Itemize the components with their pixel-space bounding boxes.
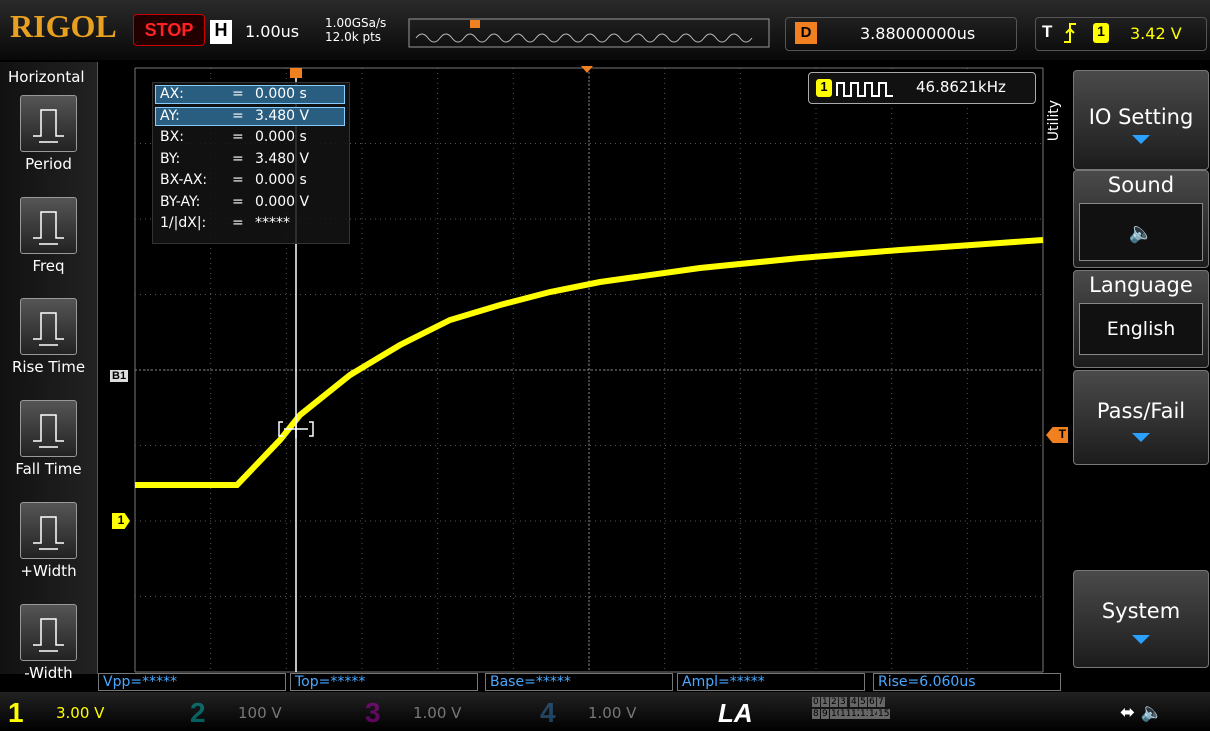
counter-frequency: 46.8621kHz xyxy=(916,78,1006,96)
usb-sound-icons: ⬌ 🔈 xyxy=(1120,702,1163,723)
menu-item-label[interactable]: Freq xyxy=(0,257,97,275)
sound-icon: 🔈 xyxy=(1079,203,1203,261)
menu-item-label[interactable]: Rise Time xyxy=(0,358,97,376)
trigger-position-marker xyxy=(581,66,593,73)
cursor-row-value: 0.000 s xyxy=(255,172,307,188)
cursor-row-value: 0.000 V xyxy=(255,194,309,210)
io-setting-label: IO Setting xyxy=(1074,105,1208,129)
pass-fail-button[interactable]: Pass/Fail xyxy=(1073,370,1209,465)
cursor-row-value: ***** xyxy=(255,215,290,231)
la-label[interactable]: LA xyxy=(718,698,753,729)
channel-number[interactable]: 3 xyxy=(365,697,381,729)
measurement: Base=***** xyxy=(485,673,673,691)
counter-pulse-icon xyxy=(836,80,898,98)
menu-item-label[interactable]: -Width xyxy=(0,664,97,682)
measurement: Rise=6.060us xyxy=(873,673,1061,691)
cursor-row-equals: = xyxy=(232,151,244,167)
cursor-row-equals: = xyxy=(232,194,244,210)
io-setting-button[interactable]: IO Setting xyxy=(1073,70,1209,170)
channel-scale[interactable]: 100 V xyxy=(238,704,282,722)
la-bit: 0 xyxy=(812,697,820,707)
menu-icon[interactable] xyxy=(20,604,77,661)
pass-fail-label: Pass/Fail xyxy=(1074,399,1208,423)
cursor-row-label: AX: xyxy=(160,86,184,102)
brand: RIGOL xyxy=(10,8,117,45)
sample-rate: 1.00GSa/s xyxy=(325,16,386,30)
timebase: 1.00us xyxy=(245,22,299,41)
menu-icon[interactable] xyxy=(20,95,77,152)
overview-frame xyxy=(409,19,769,47)
menu-item-label[interactable]: Fall Time xyxy=(0,460,97,478)
channel-scale[interactable]: 1.00 V xyxy=(588,704,636,722)
la-bit: 3 xyxy=(839,697,847,707)
trigger-label: T xyxy=(1042,22,1052,42)
measurement: Top=***** xyxy=(290,673,478,691)
cursor-row-label: 1/|dX|: xyxy=(160,215,206,231)
waveform-overview xyxy=(408,18,770,48)
system-button[interactable]: System xyxy=(1073,570,1209,668)
la-bit: 1 xyxy=(821,697,829,707)
menu-icon[interactable] xyxy=(20,298,77,355)
la-bit: 7 xyxy=(877,697,885,707)
cursor-row-label: BY-AY: xyxy=(160,194,200,210)
right-menu-title: Utility xyxy=(1046,100,1070,141)
overview-wave xyxy=(416,34,752,42)
language-button[interactable]: Language English xyxy=(1073,270,1209,368)
cursor-row-equals: = xyxy=(232,129,244,145)
menu-icon[interactable] xyxy=(20,197,77,254)
trigger-channel: 1 xyxy=(1093,23,1109,43)
system-arrow xyxy=(1132,635,1150,644)
cursor-row-equals: = xyxy=(232,86,244,102)
cursor-row-value: 0.000 s xyxy=(255,86,307,102)
menu-icon[interactable] xyxy=(20,400,77,457)
channel-number[interactable]: 2 xyxy=(190,697,206,729)
overview-trigger xyxy=(470,20,480,28)
measurement: Ampl=***** xyxy=(677,673,865,691)
h-label: H xyxy=(210,20,232,44)
trigger-edge-icon xyxy=(1062,22,1078,44)
cursor-row-value: 0.000 s xyxy=(255,129,307,145)
cursor-row-label: BY: xyxy=(160,151,180,167)
la-bit: 8 xyxy=(812,709,820,719)
sound-title: Sound xyxy=(1074,173,1208,197)
channel-number[interactable]: 4 xyxy=(540,697,556,729)
cursor-row-equals: = xyxy=(232,108,244,124)
cursor-row-highlight xyxy=(155,107,345,126)
menu-icon[interactable] xyxy=(20,502,77,559)
cursor-top-marker xyxy=(290,68,302,78)
channel-scale[interactable]: 3.00 V xyxy=(56,704,104,722)
menu-item-label[interactable]: +Width xyxy=(0,562,97,580)
la-bit: 4 xyxy=(850,697,858,707)
la-bit: 5 xyxy=(859,697,867,707)
cursor-row-label: BX: xyxy=(160,129,184,145)
cursor-row-label: BX-AX: xyxy=(160,172,207,188)
la-bit: 2 xyxy=(830,697,838,707)
language-value: English xyxy=(1079,303,1203,355)
menu-item-label[interactable]: Period xyxy=(0,155,97,173)
channel-number[interactable]: 1 xyxy=(8,697,24,729)
left-menu-title: Horizontal xyxy=(8,68,85,86)
delay: 3.88000000us xyxy=(860,24,975,43)
run-status[interactable]: STOP xyxy=(133,14,205,46)
pass-fail-arrow xyxy=(1132,433,1150,442)
trigger-level: 3.42 V xyxy=(1130,24,1182,43)
cursor-row-equals: = xyxy=(232,172,244,188)
cursor-row-equals: = xyxy=(232,215,244,231)
system-label: System xyxy=(1074,599,1208,623)
memory-depth: 12.0k pts xyxy=(325,30,381,44)
measurement: Vpp=***** xyxy=(98,673,286,691)
la-bit: 6 xyxy=(868,697,876,707)
cursor-row-value: 3.480 V xyxy=(255,108,309,124)
la-bit: 9 xyxy=(821,709,829,719)
cursor-row-value: 3.480 V xyxy=(255,151,309,167)
channel-scale[interactable]: 1.00 V xyxy=(413,704,461,722)
io-setting-arrow xyxy=(1132,135,1150,144)
sound-button[interactable]: Sound 🔈 xyxy=(1073,170,1209,268)
cursor-row-label: AY: xyxy=(160,108,180,124)
oscilloscope-screen: RIGOL STOP H 1.00us 1.00GSa/s 12.0k pts … xyxy=(0,0,1210,731)
language-title: Language xyxy=(1074,273,1208,297)
cursor-b-marker: B1 xyxy=(110,370,128,382)
la-bit: 15 xyxy=(877,709,890,719)
counter-channel: 1 xyxy=(816,79,832,97)
